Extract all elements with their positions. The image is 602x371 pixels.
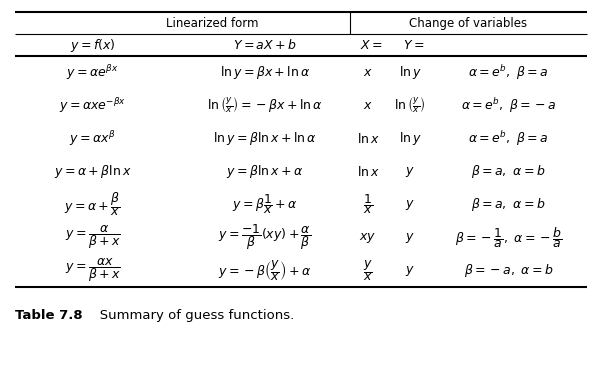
Text: $x$: $x$: [363, 99, 373, 112]
Text: $y$: $y$: [405, 230, 415, 244]
Text: $\alpha = e^b,\ \beta = a$: $\alpha = e^b,\ \beta = a$: [468, 129, 548, 148]
Text: $y = f(x)$: $y = f(x)$: [70, 36, 115, 53]
Text: $y = \alpha + \dfrac{\beta}{x}$: $y = \alpha + \dfrac{\beta}{x}$: [64, 191, 121, 219]
Text: $\ln y$: $\ln y$: [399, 130, 421, 147]
Text: $Y=$: $Y=$: [403, 39, 424, 52]
Text: $\dfrac{1}{x}$: $\dfrac{1}{x}$: [363, 193, 373, 216]
Text: $\ln\left(\frac{y}{x}\right) = -\beta x + \ln \alpha$: $\ln\left(\frac{y}{x}\right) = -\beta x …: [207, 95, 323, 115]
Text: $\alpha = e^b,\ \beta = a$: $\alpha = e^b,\ \beta = a$: [468, 63, 548, 82]
Text: $\ln y$: $\ln y$: [399, 64, 421, 81]
Text: $\ln\left(\frac{y}{x}\right)$: $\ln\left(\frac{y}{x}\right)$: [394, 95, 426, 115]
Text: Summary of guess functions.: Summary of guess functions.: [87, 309, 294, 322]
Text: $xy$: $xy$: [359, 230, 377, 244]
Text: $\beta = a,\ \alpha = b$: $\beta = a,\ \alpha = b$: [471, 196, 545, 213]
Text: $Y = aX + b$: $Y = aX + b$: [233, 38, 297, 52]
Text: Change of variables: Change of variables: [409, 16, 527, 30]
Text: $x$: $x$: [363, 66, 373, 79]
Text: $y = \alpha e^{\beta x}$: $y = \alpha e^{\beta x}$: [66, 63, 119, 82]
Text: $y = \beta \ln x + \alpha$: $y = \beta \ln x + \alpha$: [226, 163, 303, 180]
Text: $y = \alpha x^{\beta}$: $y = \alpha x^{\beta}$: [69, 129, 116, 148]
Text: Table 7.8: Table 7.8: [15, 309, 82, 322]
Text: $\ln y = \beta \ln x + \ln \alpha$: $\ln y = \beta \ln x + \ln \alpha$: [213, 130, 317, 147]
Text: $\beta = -\dfrac{1}{a},\ \alpha = -\dfrac{b}{a}$: $\beta = -\dfrac{1}{a},\ \alpha = -\dfra…: [455, 225, 562, 250]
Text: $\ln y = \beta x + \ln \alpha$: $\ln y = \beta x + \ln \alpha$: [220, 64, 310, 81]
Text: $\dfrac{y}{x}$: $\dfrac{y}{x}$: [363, 258, 373, 283]
Text: $\beta = a,\ \alpha = b$: $\beta = a,\ \alpha = b$: [471, 163, 545, 180]
Text: $\ln x$: $\ln x$: [356, 164, 379, 178]
Text: Linearized form: Linearized form: [166, 16, 259, 30]
Text: $y = \dfrac{-1}{\beta}(xy) + \dfrac{\alpha}{\beta}$: $y = \dfrac{-1}{\beta}(xy) + \dfrac{\alp…: [219, 223, 312, 252]
Text: $X=$: $X=$: [360, 39, 383, 52]
Text: $\beta = -a,\ \alpha = b$: $\beta = -a,\ \alpha = b$: [464, 262, 553, 279]
Text: $y = \beta\dfrac{1}{x} + \alpha$: $y = \beta\dfrac{1}{x} + \alpha$: [232, 193, 298, 216]
Text: $y = \dfrac{\alpha}{\beta + x}$: $y = \dfrac{\alpha}{\beta + x}$: [64, 224, 120, 252]
Text: $\ln x$: $\ln x$: [356, 131, 379, 145]
Text: $y$: $y$: [405, 263, 415, 278]
Text: $y = -\beta\left(\dfrac{y}{x}\right) + \alpha$: $y = -\beta\left(\dfrac{y}{x}\right) + \…: [219, 258, 312, 283]
Text: $y = \dfrac{\alpha x}{\beta + x}$: $y = \dfrac{\alpha x}{\beta + x}$: [64, 257, 120, 285]
Text: $y$: $y$: [405, 164, 415, 178]
Text: $y = \alpha + \beta \ln x$: $y = \alpha + \beta \ln x$: [54, 163, 131, 180]
Text: $\alpha = e^b,\ \beta = -a$: $\alpha = e^b,\ \beta = -a$: [461, 96, 556, 115]
Text: $y = \alpha x e^{-\beta x}$: $y = \alpha x e^{-\beta x}$: [59, 96, 126, 115]
Text: $y$: $y$: [405, 197, 415, 211]
